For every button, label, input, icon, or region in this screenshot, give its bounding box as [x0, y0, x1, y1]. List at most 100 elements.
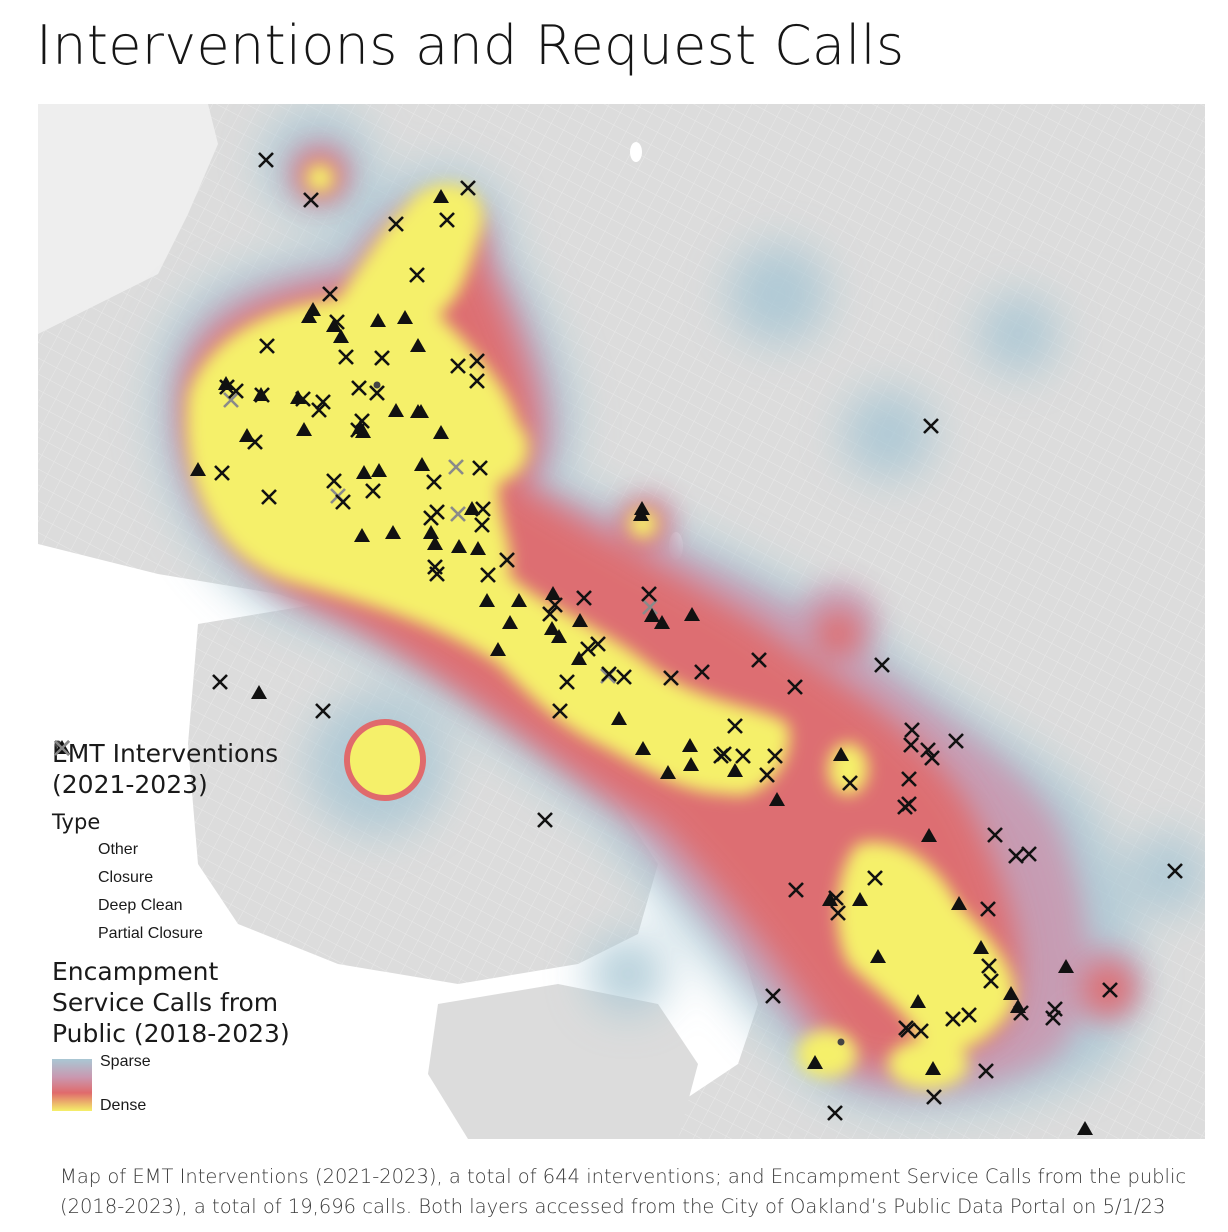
closure-marker — [460, 180, 476, 196]
legend-calls-title-3: Public (2018-2023) — [52, 1019, 290, 1048]
legend-row-deep-clean: Deep Clean — [52, 740, 302, 920]
deep-clean-marker — [644, 608, 660, 622]
closure-marker — [350, 422, 366, 438]
legend-calls-title-2: Service Calls from — [52, 988, 279, 1017]
closure-marker — [735, 748, 751, 764]
closure-marker — [580, 641, 596, 657]
deep-clean-marker — [464, 501, 480, 515]
closure-marker — [311, 402, 327, 418]
closure-marker — [475, 501, 491, 517]
closure-marker — [751, 652, 767, 668]
closure-marker — [212, 674, 228, 690]
closure-marker — [842, 775, 858, 791]
closure-marker — [409, 267, 425, 283]
closure-marker — [261, 489, 277, 505]
deep-clean-marker — [296, 422, 312, 436]
closure-marker — [983, 973, 999, 989]
closure-marker — [759, 767, 775, 783]
deep-clean-marker — [251, 685, 267, 699]
page-title: Interventions and Request Calls — [36, 14, 905, 77]
deep-clean-marker — [371, 463, 387, 477]
closure-marker — [926, 1089, 942, 1105]
deep-clean-marker — [414, 457, 430, 471]
legend-emt-title-2: (2021-2023) — [52, 770, 208, 799]
partial-closure-marker — [450, 506, 466, 522]
other-marker — [373, 381, 381, 389]
closure-marker — [354, 413, 370, 429]
legend-calls-title-1: Encampment — [52, 957, 219, 986]
closure-marker — [1021, 846, 1037, 862]
closure-marker — [867, 870, 883, 886]
closure-marker — [219, 379, 235, 395]
legend-label-other: Other — [98, 841, 139, 858]
closure-marker — [1013, 1005, 1029, 1021]
closure-marker — [616, 669, 632, 685]
closure-marker — [713, 748, 729, 764]
closure-marker — [945, 1011, 961, 1027]
closure-marker — [499, 552, 515, 568]
map[interactable]: EMT Interventions (2021-2023) Type Other… — [38, 104, 1205, 1139]
closure-marker — [1008, 848, 1024, 864]
deep-clean-marker — [611, 711, 627, 725]
deep-clean-marker — [370, 313, 386, 327]
closure-marker — [369, 385, 385, 401]
deep-clean-marker — [870, 949, 886, 963]
deep-clean-marker — [633, 507, 649, 521]
closure-marker — [338, 349, 354, 365]
deep-clean-marker — [822, 892, 838, 906]
deep-clean-marker — [973, 940, 989, 954]
deep-clean-marker — [427, 536, 443, 550]
closure-marker — [576, 590, 592, 606]
closure-marker — [326, 473, 342, 489]
closure-marker — [830, 905, 846, 921]
closure-marker — [259, 338, 275, 354]
legend-label-partial-closure: Partial Closure — [98, 925, 203, 942]
deep-clean-marker — [1058, 959, 1074, 973]
deep-clean-marker — [470, 541, 486, 555]
closure-marker — [827, 1105, 843, 1121]
deep-clean-marker — [511, 593, 527, 607]
closure-marker — [423, 510, 439, 526]
deep-clean-marker — [571, 651, 587, 665]
deep-clean-marker — [925, 1061, 941, 1075]
legend-row-other: Other — [52, 740, 302, 864]
closure-marker — [559, 674, 575, 690]
deep-clean-marker — [682, 738, 698, 752]
closure-marker — [901, 796, 917, 812]
closure-marker — [388, 216, 404, 232]
closure-marker — [329, 314, 345, 330]
closure-marker — [961, 1007, 977, 1023]
closure-marker — [537, 812, 553, 828]
closure-marker — [315, 703, 331, 719]
ramp-label-sparse: Sparse — [100, 1053, 151, 1070]
deep-clean-marker — [572, 613, 588, 627]
deep-clean-marker — [410, 338, 426, 352]
closure-marker — [948, 733, 964, 749]
bay-farm-island — [428, 984, 698, 1139]
closure-marker — [601, 666, 617, 682]
closure-marker — [1102, 982, 1118, 998]
bay-water-north — [38, 104, 218, 334]
deep-clean-marker — [660, 765, 676, 779]
closure-marker — [365, 483, 381, 499]
closure-marker — [901, 771, 917, 787]
deep-clean-marker — [551, 629, 567, 643]
closure-marker — [374, 350, 390, 366]
deep-clean-marker — [388, 403, 404, 417]
closure-marker — [247, 434, 263, 450]
deep-clean-marker — [951, 896, 967, 910]
deep-clean-marker — [479, 593, 495, 607]
closure-marker — [641, 586, 657, 602]
deep-clean-marker — [423, 525, 439, 539]
deep-clean-marker — [433, 425, 449, 439]
closure-marker — [335, 494, 351, 510]
closure-marker — [450, 358, 466, 374]
deep-clean-marker — [451, 539, 467, 553]
deep-clean-marker — [1010, 999, 1026, 1013]
closure-marker — [923, 418, 939, 434]
deep-clean-marker — [833, 747, 849, 761]
closure-marker — [552, 703, 568, 719]
legend-label-closure: Closure — [98, 869, 154, 886]
closure-marker — [469, 373, 485, 389]
closure-marker — [765, 988, 781, 1004]
